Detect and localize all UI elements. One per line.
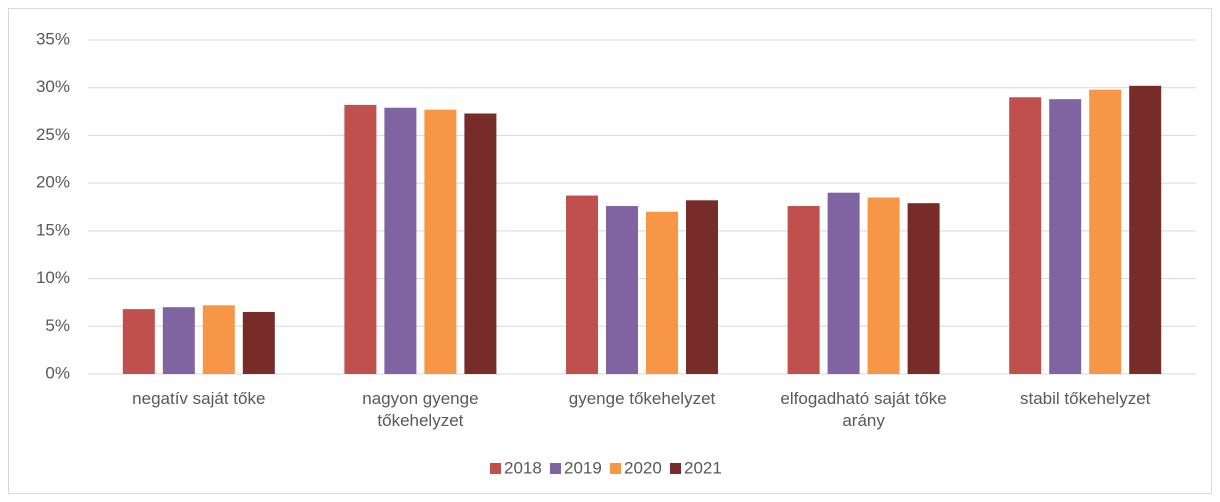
x-tick-label: nagyon gyenge tőkehelyzet <box>362 389 479 430</box>
bar <box>122 309 155 374</box>
legend-swatch <box>550 463 561 474</box>
y-tick-label: 15% <box>36 220 70 239</box>
y-tick-label: 0% <box>45 363 70 382</box>
bar <box>827 192 860 374</box>
bar <box>242 311 275 374</box>
y-tick-label: 30% <box>36 77 70 96</box>
bar <box>384 107 417 375</box>
bar <box>787 206 820 374</box>
bar <box>344 104 377 375</box>
bar <box>1049 99 1082 374</box>
legend-label: 2021 <box>684 458 722 477</box>
bar <box>1129 85 1162 374</box>
legend-label: 2018 <box>504 458 542 477</box>
bar <box>1009 97 1042 374</box>
bar <box>867 197 900 374</box>
y-tick-label: 25% <box>36 125 70 144</box>
legend-swatch <box>610 463 621 474</box>
bar <box>566 195 598 374</box>
y-tick-label: 20% <box>36 173 70 192</box>
legend-swatch <box>670 463 681 474</box>
legend-swatch <box>490 463 501 474</box>
bar <box>202 305 235 374</box>
x-tick-label: negatív saját tőke <box>132 389 266 408</box>
bar <box>606 206 638 374</box>
bar <box>686 200 718 374</box>
x-tick-label: gyenge tőkehelyzet <box>568 389 716 408</box>
legend-label: 2019 <box>564 458 602 477</box>
x-tick-label: elfogadható saját tőke arány <box>780 389 947 430</box>
y-tick-label: 5% <box>45 316 70 335</box>
bar <box>162 307 195 374</box>
bar <box>646 211 678 374</box>
legend-label: 2020 <box>624 458 662 477</box>
bar <box>424 109 457 375</box>
x-tick-label: stabil tőkehelyzet <box>1019 389 1151 408</box>
bar <box>907 203 940 374</box>
bar <box>1089 89 1122 374</box>
bar <box>464 113 497 374</box>
y-tick-label: 35% <box>36 29 70 48</box>
y-tick-label: 10% <box>36 268 70 287</box>
